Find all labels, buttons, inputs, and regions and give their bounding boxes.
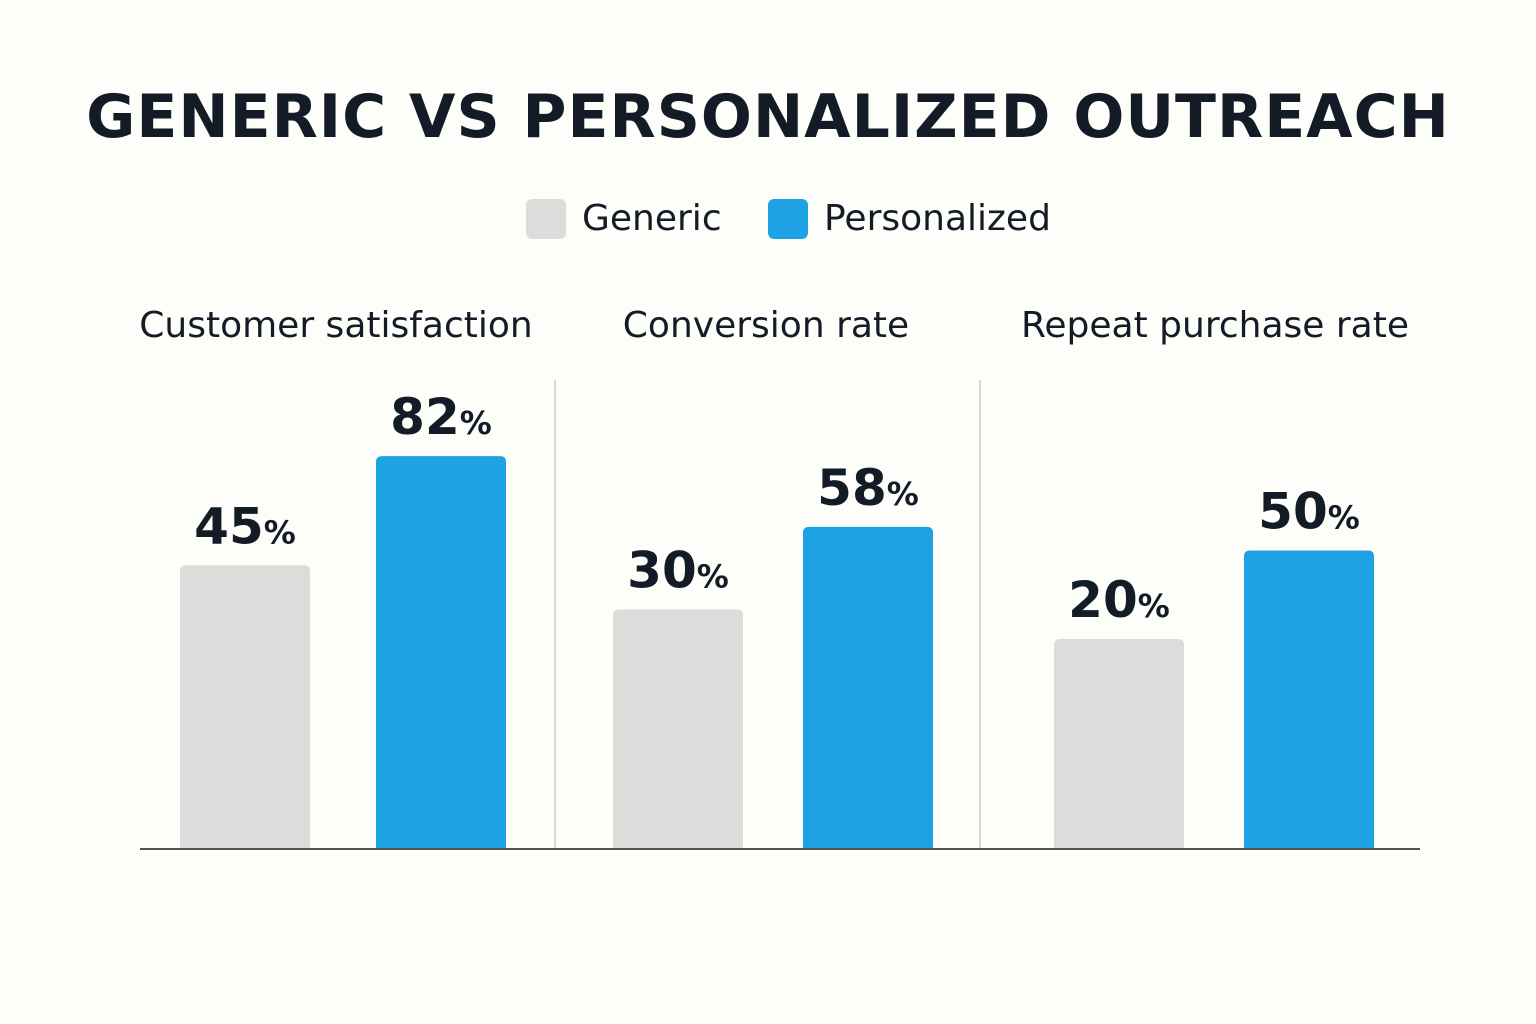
group-title: Repeat purchase rate xyxy=(1021,305,1409,346)
data-label: 82% xyxy=(390,388,492,446)
data-label: 30% xyxy=(627,542,729,600)
legend-item-personalized: Personalized xyxy=(768,198,1051,239)
legend-swatch-personalized xyxy=(768,198,808,239)
bar-personalized xyxy=(1244,550,1374,848)
bar-generic xyxy=(613,609,743,848)
chart-title: GENERIC VS PERSONALIZED OUTREACH xyxy=(86,82,1450,152)
data-label: 20% xyxy=(1068,571,1170,629)
legend-label: Generic xyxy=(582,198,722,239)
bar-personalized xyxy=(803,526,933,848)
data-label: 45% xyxy=(194,497,296,555)
bar-generic xyxy=(1054,639,1184,848)
group-title: Customer satisfaction xyxy=(139,305,533,346)
data-label: 58% xyxy=(817,459,919,517)
group-title: Conversion rate xyxy=(622,305,910,346)
legend-item-generic: Generic xyxy=(526,198,722,239)
legend-swatch-generic xyxy=(526,198,566,239)
bar-personalized xyxy=(376,456,506,848)
legend-label: Personalized xyxy=(824,198,1051,239)
data-label: 50% xyxy=(1258,483,1360,541)
bar-generic xyxy=(180,565,310,848)
